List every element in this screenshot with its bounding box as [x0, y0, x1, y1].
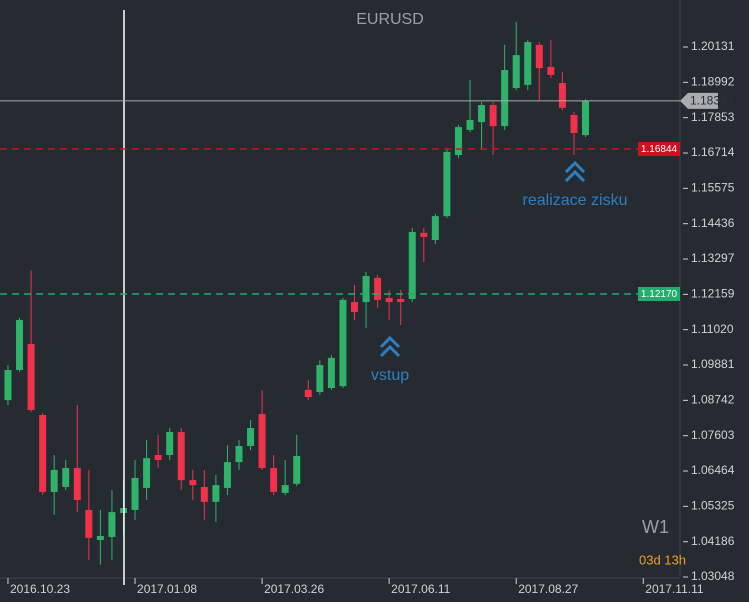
candle-body [154, 455, 162, 460]
candle-body [558, 83, 566, 108]
y-tick-label: 1.06464 [691, 463, 735, 477]
arrow-up [564, 160, 586, 183]
candle-body [143, 458, 151, 488]
y-tick-label: 1.07603 [691, 428, 735, 442]
candle-body [85, 509, 93, 538]
chart-title: EURUSD [356, 11, 424, 28]
x-tick-label: 2017.01.08 [137, 582, 197, 596]
plot [4, 21, 590, 565]
candle-body [212, 485, 220, 502]
y-tick-label: 1.12159 [691, 287, 735, 301]
candle-body [189, 480, 197, 486]
candle-body [362, 276, 370, 303]
candle-body [547, 66, 555, 75]
level-label-box [638, 141, 680, 156]
y-tick-label: 1.20131 [691, 39, 735, 53]
candle-body [200, 486, 208, 502]
level-label-box [638, 286, 680, 301]
candle-body [431, 216, 439, 241]
level-label: 1.16844 [641, 144, 678, 155]
candle-body [478, 105, 486, 123]
annotation: realizace zisku [523, 192, 628, 209]
y-tick-label: 1.08742 [691, 393, 735, 407]
arrow-up [379, 335, 401, 358]
y-tick-label: 1.16714 [691, 145, 735, 159]
y-tick-label: 1.09881 [691, 357, 735, 371]
candle-body [374, 277, 382, 300]
candle-body [223, 462, 231, 488]
candle-body [281, 485, 289, 493]
candle-body [501, 69, 509, 127]
y-tick-label: 1.11020 [691, 322, 734, 336]
candle-body [339, 299, 347, 387]
candle-body [96, 535, 104, 541]
level-label: 1.12170 [641, 289, 678, 300]
candle-body [524, 42, 532, 85]
candle-body [39, 414, 47, 492]
candle-body [50, 469, 58, 492]
x-tick-label: 2017.08.27 [518, 582, 578, 596]
candle-body [443, 151, 451, 217]
candle-body [582, 101, 590, 136]
y-tick-label: 1.05325 [691, 499, 735, 513]
candle-body [420, 232, 428, 237]
y-tick-label: 1.15575 [691, 181, 735, 195]
y-tick-label: 1.03048 [691, 569, 735, 583]
candle-body [247, 428, 255, 447]
x-tick-label: 2017.06.11 [391, 582, 450, 596]
bid-label-box [680, 92, 718, 109]
candle-body [235, 446, 243, 463]
x-tick-label: 2017.11.11 [645, 582, 704, 596]
candle-body [535, 44, 543, 69]
x-tick-label: 2017.03.26 [264, 582, 324, 596]
y-tick-label: 1.14436 [691, 216, 735, 230]
candle-body [16, 320, 24, 371]
candle-body [512, 55, 520, 88]
candle-body [108, 512, 116, 537]
candle-body [385, 298, 393, 303]
candle-body [350, 302, 358, 312]
annotation: vstup [371, 367, 409, 384]
candle-body [489, 105, 497, 127]
candle-body [466, 119, 474, 130]
candle-body [177, 432, 185, 481]
candle-body [408, 231, 416, 299]
y-tick-label: 1.17853 [691, 110, 735, 124]
y-tick-label: 1.18992 [691, 75, 735, 89]
candle-body [270, 468, 278, 492]
candle-body [327, 357, 335, 389]
candle-body [293, 455, 301, 484]
candle-body [73, 468, 81, 501]
candle-body [131, 477, 139, 510]
candle-body [304, 389, 312, 397]
y-tick-label: 1.13297 [691, 251, 735, 265]
candle-body [258, 414, 266, 469]
candle-body [454, 127, 462, 156]
countdown: 03d 13h [639, 552, 686, 567]
candle-body [62, 468, 70, 487]
candle-body [166, 432, 174, 456]
candle-body [4, 370, 12, 401]
y-tick-label: 1.04186 [691, 534, 735, 548]
candle-body [570, 114, 578, 133]
x-tick-label: 2016.10.23 [10, 582, 70, 596]
timeframe: W1 [642, 517, 669, 537]
candle-body [316, 365, 324, 393]
candle-body [27, 343, 35, 411]
candle-body [397, 298, 405, 303]
bid-label: 1.18393 [690, 94, 734, 108]
